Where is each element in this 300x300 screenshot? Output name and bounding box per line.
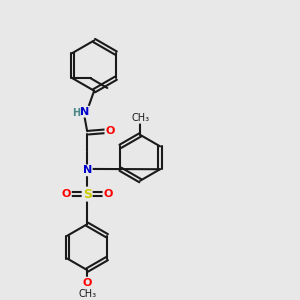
Text: O: O (82, 278, 92, 288)
Text: N: N (80, 107, 89, 117)
Text: H: H (73, 108, 81, 118)
Text: S: S (83, 188, 92, 201)
Text: CH₃: CH₃ (131, 113, 149, 123)
Text: O: O (103, 189, 113, 199)
Text: O: O (105, 126, 115, 136)
Text: N: N (82, 165, 92, 175)
Text: O: O (61, 189, 71, 199)
Text: CH₃: CH₃ (78, 289, 96, 299)
